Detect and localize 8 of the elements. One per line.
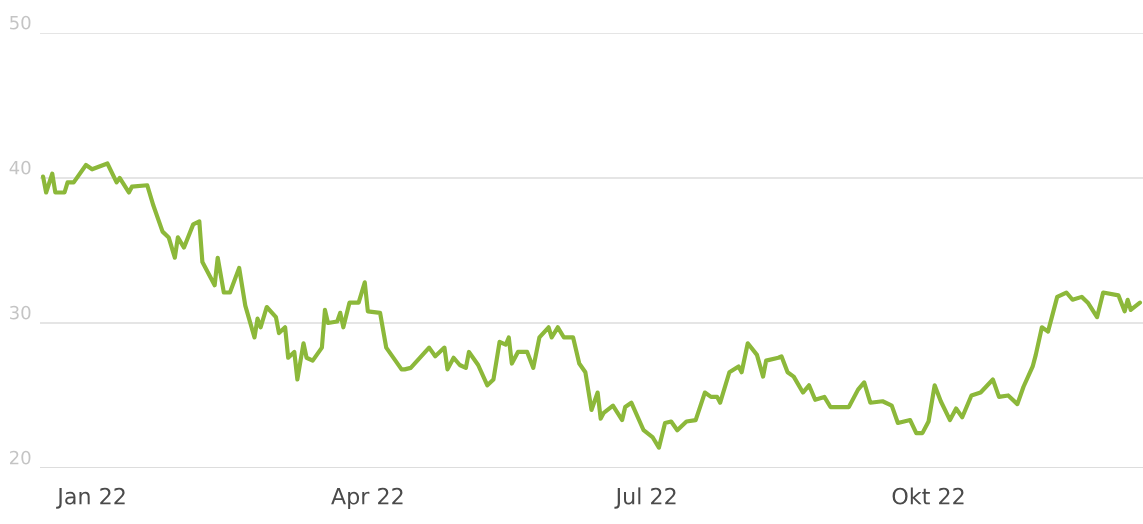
y-tick-label: 40 bbox=[9, 160, 31, 175]
x-tick-label: Jul 22 bbox=[614, 487, 676, 509]
y-tick-label: 30 bbox=[10, 305, 31, 320]
y-tick-label: 20 bbox=[10, 450, 31, 465]
y-tick-label: 50 bbox=[10, 15, 31, 30]
x-tick-label: Jan 22 bbox=[56, 487, 125, 509]
x-tick-label: Okt 22 bbox=[892, 487, 964, 505]
x-tick-label: Apr 22 bbox=[331, 487, 403, 509]
